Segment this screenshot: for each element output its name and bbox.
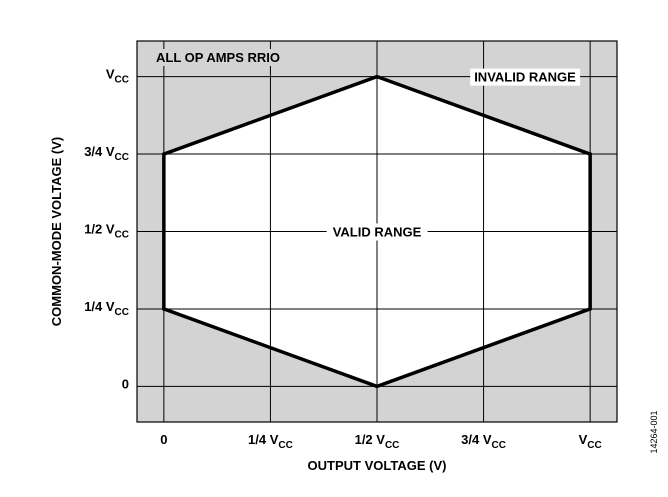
invalid-range-label-bg	[470, 68, 581, 86]
plot-frame	[136, 40, 618, 423]
invalid-range-label: INVALID RANGE	[474, 70, 576, 85]
x-tick-label: 3/4 VCC	[461, 432, 506, 451]
figure-code: 14264-001	[649, 410, 659, 453]
valid-range-label-bg	[326, 223, 428, 241]
x-tick-label: 0	[160, 432, 167, 447]
x-tick-label: 1/2 VCC	[355, 432, 400, 451]
x-tick-label: 1/4 VCC	[248, 432, 293, 451]
corner-note: ALL OP AMPS RRIO	[156, 50, 280, 65]
x-tick-label: VCC	[579, 432, 602, 451]
x-axis-label: OUTPUT VOLTAGE (V)	[308, 458, 447, 473]
valid-range-label: VALID RANGE	[333, 225, 422, 240]
y-axis-label: COMMON-MODE VOLTAGE (V)	[49, 137, 64, 326]
y-tick-label: 1/4 VCC	[84, 299, 129, 318]
y-tick-label: 0	[122, 376, 129, 391]
y-tick-label: VCC	[106, 67, 129, 86]
y-tick-label: 3/4 VCC	[84, 144, 129, 163]
y-tick-label: 1/2 VCC	[84, 222, 129, 241]
corner-note-bg	[153, 49, 283, 66]
valid-region-boundary	[162, 74, 592, 389]
